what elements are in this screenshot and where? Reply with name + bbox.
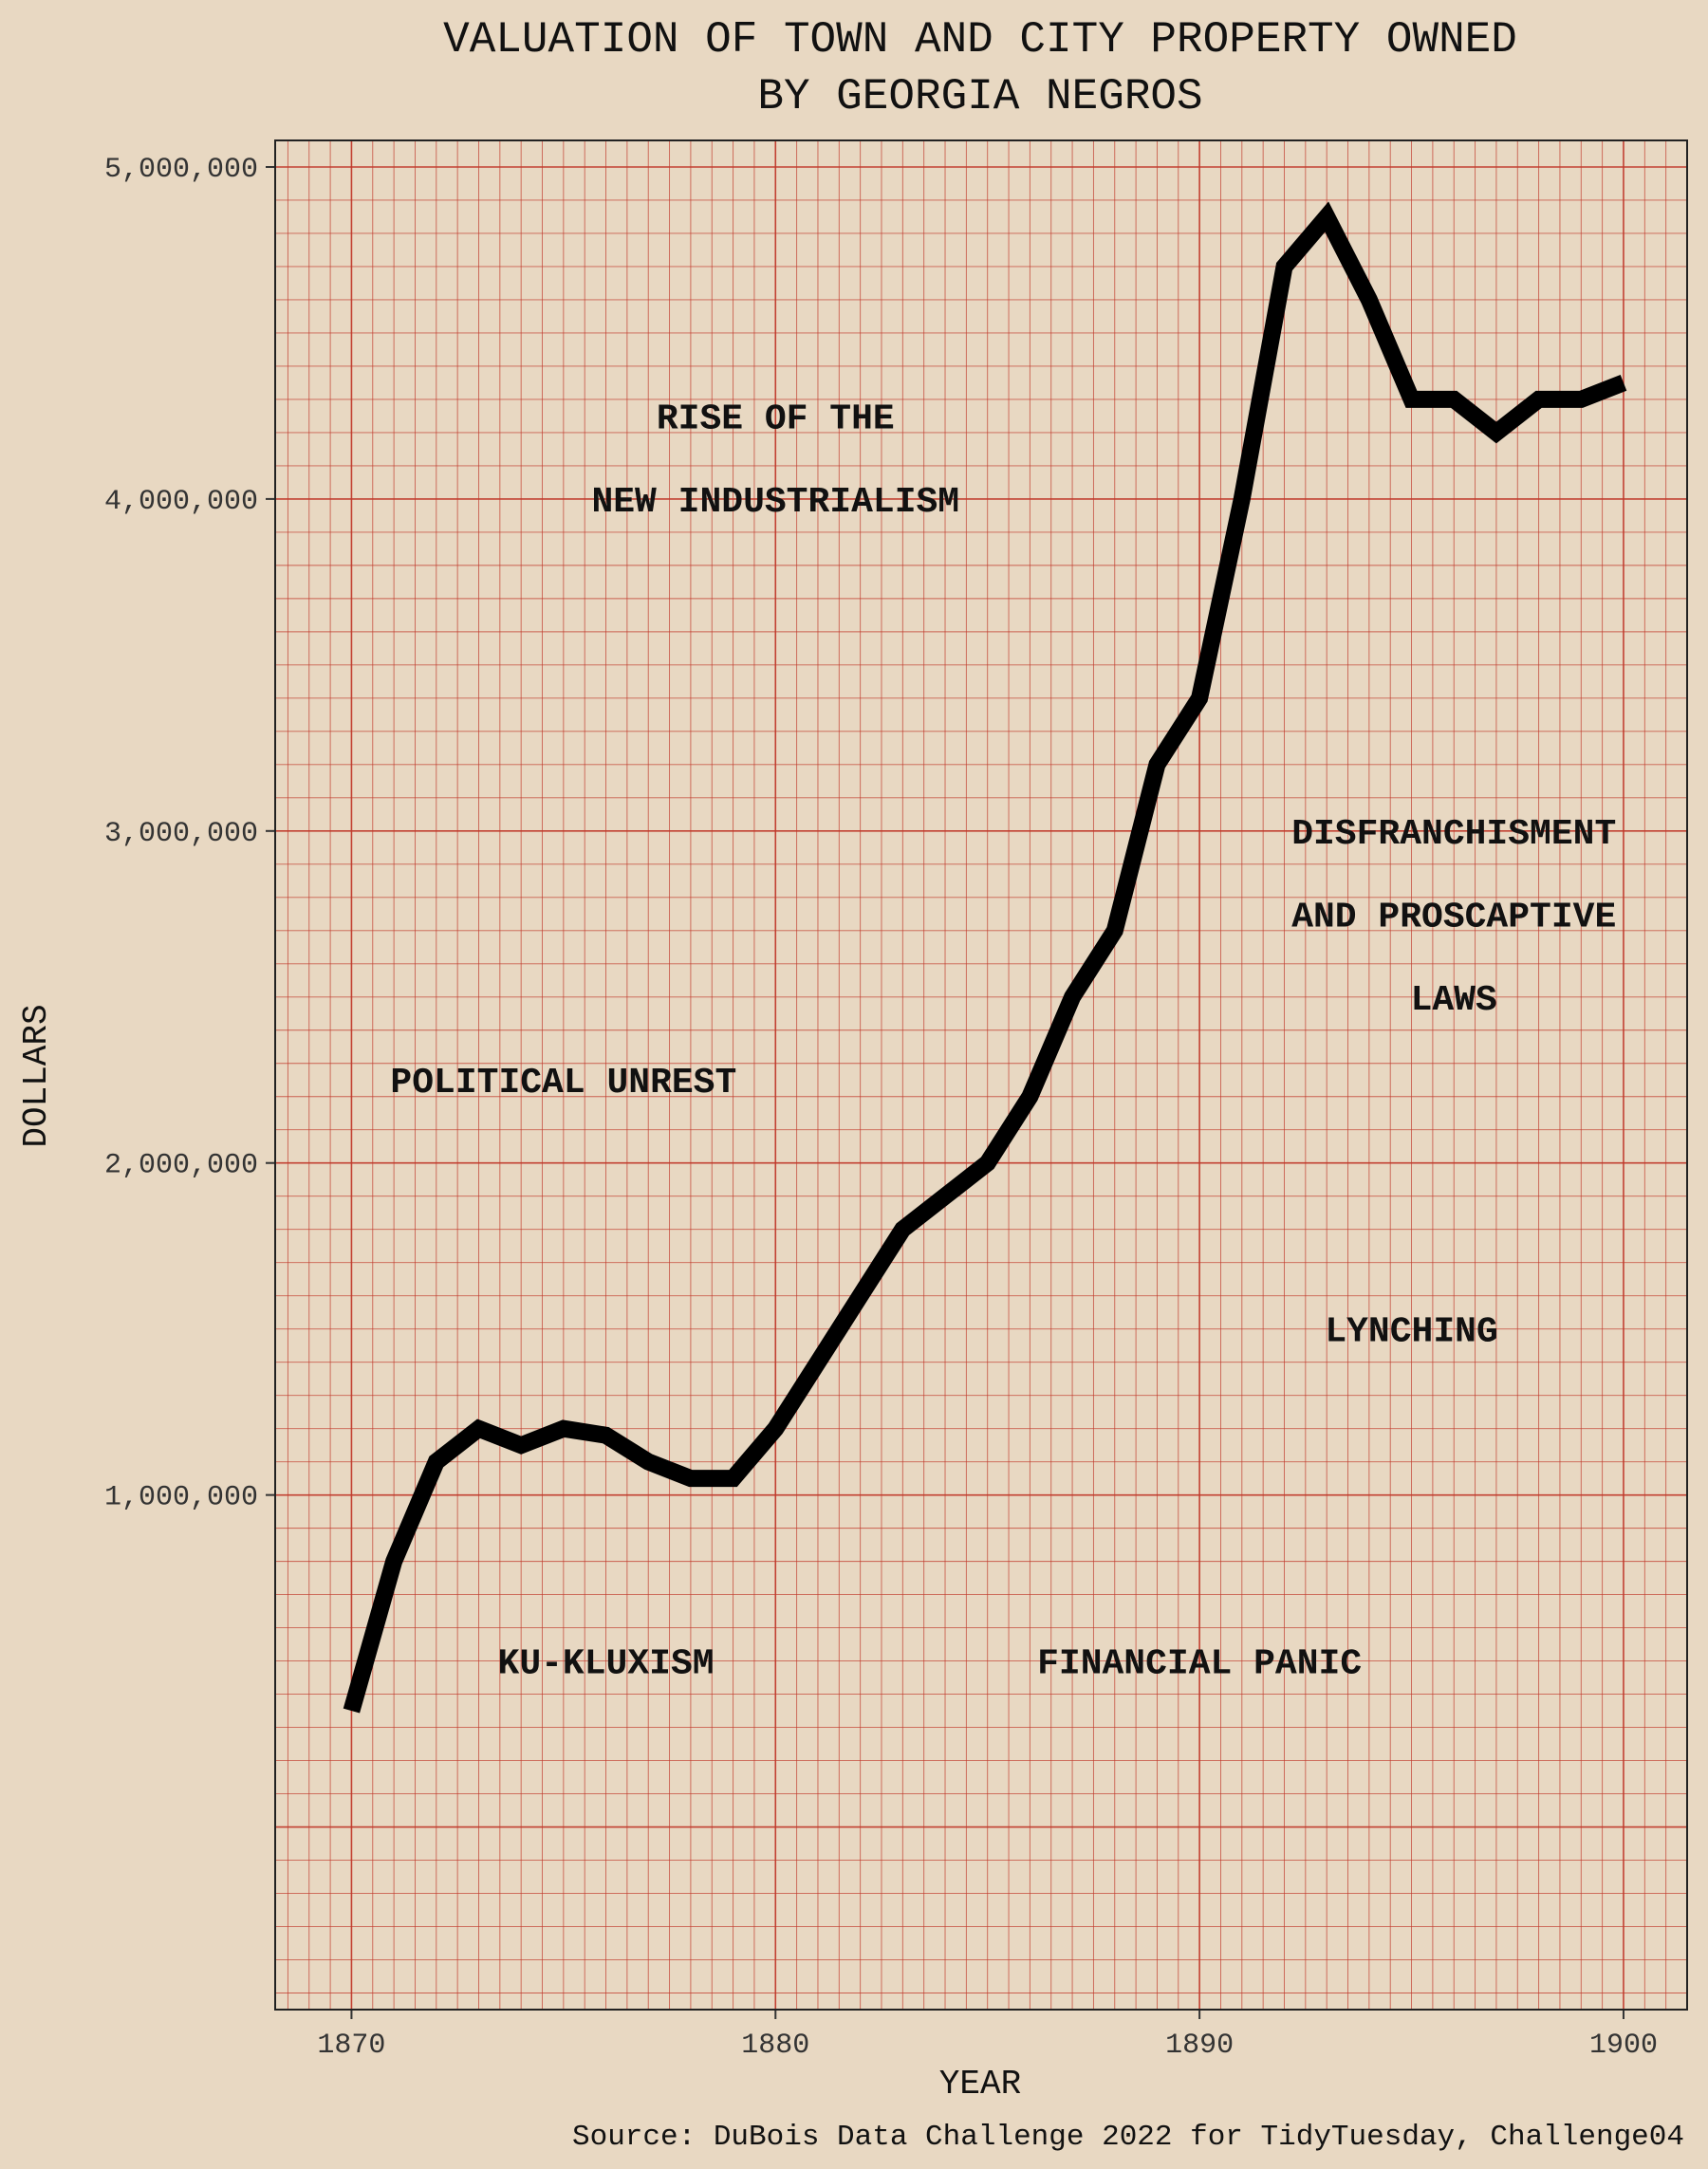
annotation-label: POLITICAL UNREST [390,1063,736,1103]
plot-grid [275,140,1688,2010]
y-tick-label: 5,000,000 [104,154,258,186]
x-tick-label: 1880 [741,2030,809,2062]
y-tick-label: 4,000,000 [104,486,258,518]
x-axis: 1870 1880 1890 1900 [317,2010,1658,2062]
annotation-label: RISE OF THE [657,399,895,439]
x-axis-title: YEAR [939,2065,1021,2104]
y-tick-label: 1,000,000 [104,1482,258,1514]
y-axis: 1,000,000 2,000,000 3,000,000 4,000,000 5,00… [104,154,275,1514]
chart-caption: Source: DuBois Data Challenge 2022 for T… [572,2121,1684,2154]
y-tick-label: 2,000,000 [104,1150,258,1182]
annotation-label: LAWS [1411,980,1497,1021]
annotation-label: AND PROSCAPTIVE [1291,897,1616,937]
annotation-label: FINANCIAL PANIC [1037,1644,1362,1685]
chart-title-line-1: VALUATION OF TOWN AND CITY PROPERTY OWNE… [443,15,1517,65]
y-tick-label: 3,000,000 [104,818,258,850]
chart-title-line-2: BY GEORGIA NEGROS [757,72,1202,121]
annotation-label: LYNCHING [1325,1312,1497,1353]
series-line [343,201,1627,1714]
plot-frame [274,139,1688,2011]
x-tick-label: 1890 [1165,2030,1234,2062]
y-axis-title: DOLLARS [17,1004,56,1147]
annotation-label: NEW INDUSTRIALISM [591,482,959,523]
x-tick-label: 1870 [317,2030,385,2062]
annotation-label: KU-KLUXISM [498,1644,715,1685]
x-tick-label: 1900 [1589,2030,1658,2062]
annotation-label: DISFRANCHISMENT [1291,814,1616,855]
annotations: RISE OF THE NEW INDUSTRIALISM DISFRANCHISM… [390,399,1616,1684]
